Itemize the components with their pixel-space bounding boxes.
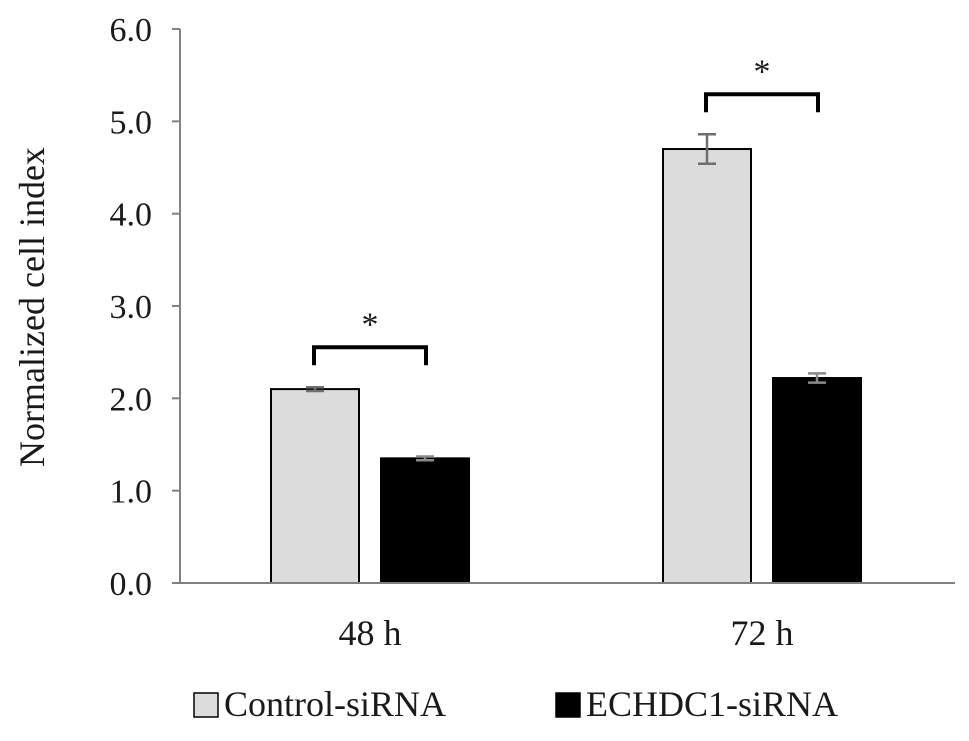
significance-star: * bbox=[362, 306, 379, 343]
significance-star: * bbox=[754, 53, 771, 90]
x-category-label: 72 h bbox=[731, 613, 794, 653]
significance-bracket bbox=[704, 92, 820, 113]
bar-echdc1-sirna-1 bbox=[380, 457, 470, 585]
legend-swatch-control-sirna bbox=[193, 692, 219, 718]
y-tick-label: 0.0 bbox=[110, 566, 153, 603]
x-axis-categories: 48 h 72 h bbox=[339, 613, 794, 653]
y-tick-label: 2.0 bbox=[110, 381, 153, 418]
significance-markers: ** bbox=[312, 53, 820, 366]
y-tick-label: 6.0 bbox=[110, 12, 153, 49]
error-bars bbox=[306, 133, 826, 462]
axes bbox=[179, 29, 955, 584]
x-category-label: 48 h bbox=[339, 613, 402, 653]
legend: Control-siRNA ECHDC1-siRNA bbox=[193, 684, 838, 724]
legend-label-control-sirna: Control-siRNA bbox=[224, 684, 446, 724]
y-axis-title: Normalized cell index bbox=[12, 147, 52, 467]
bars bbox=[270, 148, 862, 585]
y-axis-ticks: 0.0 1.0 2.0 3.0 4.0 5.0 6.0 bbox=[110, 12, 180, 603]
bar-control-sirna-1 bbox=[270, 388, 360, 584]
y-tick-label: 5.0 bbox=[110, 104, 153, 141]
bar-control-sirna-2 bbox=[662, 148, 752, 585]
bar-echdc1-sirna-2 bbox=[772, 377, 862, 584]
y-tick-label: 4.0 bbox=[110, 197, 153, 234]
legend-swatch-echdc1-sirna bbox=[555, 692, 581, 718]
significance-bracket bbox=[312, 345, 428, 366]
y-tick-label: 3.0 bbox=[110, 289, 153, 326]
legend-label-echdc1-sirna: ECHDC1-siRNA bbox=[586, 684, 838, 724]
y-tick-label: 1.0 bbox=[110, 474, 153, 511]
